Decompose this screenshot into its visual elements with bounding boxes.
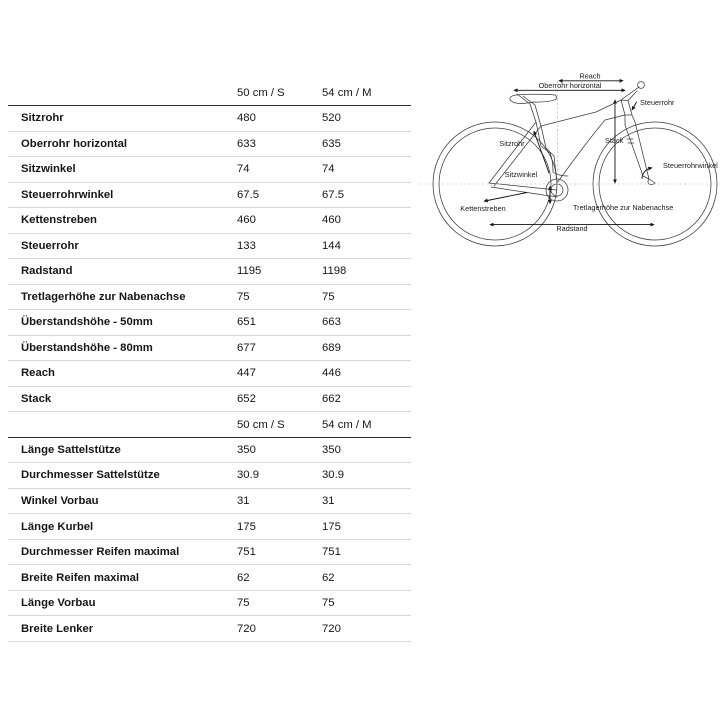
svg-text:Steuerrohr: Steuerrohr: [640, 98, 675, 107]
svg-text:Oberrohr horizontal: Oberrohr horizontal: [539, 81, 602, 90]
svg-text:Kettenstreben: Kettenstreben: [460, 204, 505, 213]
svg-text:Tretlagerhöhe zur Nabenachse: Tretlagerhöhe zur Nabenachse: [573, 203, 673, 212]
svg-text:Steuerrohrwinkel: Steuerrohrwinkel: [663, 161, 718, 170]
svg-text:Sitzwinkel: Sitzwinkel: [505, 170, 538, 179]
svg-text:Reach: Reach: [579, 72, 600, 81]
svg-text:Sitzrohr: Sitzrohr: [499, 139, 525, 148]
svg-text:Radstand: Radstand: [556, 224, 587, 233]
svg-text:Stack: Stack: [605, 136, 624, 145]
